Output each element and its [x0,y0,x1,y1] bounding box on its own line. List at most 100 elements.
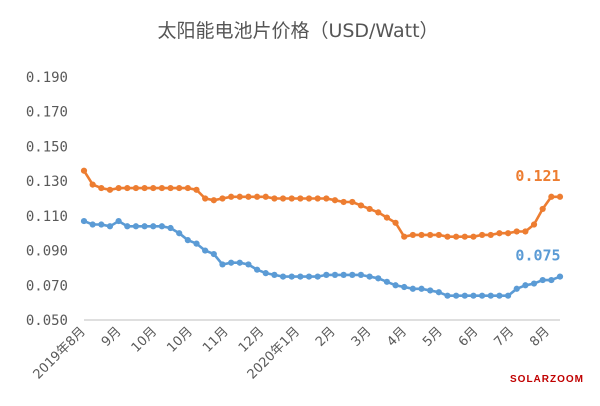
data-point [245,261,252,268]
data-point [124,184,131,192]
data-point [453,233,460,240]
x-tick-label: 5月 [420,324,446,350]
data-point [297,195,304,202]
data-point [487,231,494,239]
y-tick-label: 0.150 [26,139,68,155]
data-point [219,195,226,202]
data-point [513,285,520,292]
data-point [435,231,442,239]
y-axis: 0.190 0.170 0.150 0.130 0.110 0.090 0.070 0.050 [26,70,68,329]
data-point [253,193,261,200]
series-0: 0.121 [80,167,564,240]
data-point [435,289,442,296]
data-point [357,202,365,209]
data-point [427,287,434,294]
y-tick-label: 0.130 [26,174,68,190]
data-point [375,209,382,216]
data-point [184,184,191,192]
x-tick-label: 8月 [527,324,553,350]
data-point [366,205,373,213]
series-line [83,219,561,297]
data-point [80,217,88,225]
data-point [487,292,494,299]
data-point [383,214,391,221]
data-point [288,273,295,280]
data-point [158,223,165,230]
data-point [271,195,278,202]
data-point [202,247,209,254]
data-point [357,271,365,278]
data-point [305,195,313,202]
x-tick-label: 2月 [313,324,339,350]
data-point [210,250,217,258]
data-point [98,221,105,228]
data-point [297,273,304,280]
data-point [331,271,339,278]
data-point [305,273,313,280]
y-tick-label: 0.070 [26,278,68,294]
data-point [522,282,529,289]
data-point [556,273,564,280]
data-point [375,275,382,282]
y-tick-label: 0.090 [26,244,68,260]
data-point [262,270,269,277]
data-point [210,197,217,204]
data-point [548,276,555,284]
data-point [401,283,408,291]
data-point [124,223,131,230]
data-point [141,184,148,192]
data-point [366,273,373,280]
data-point [80,167,88,174]
data-point [228,193,235,200]
data-point [236,193,243,200]
data-point [331,197,339,204]
data-point [461,292,468,299]
chart-title: 太阳能电池片价格（USD/Watt） [157,20,438,42]
x-tick-label: 10月 [129,324,160,355]
data-point [184,237,191,244]
data-point [453,292,460,299]
data-point [228,259,235,266]
data-point [461,233,468,240]
data-point [98,184,105,192]
x-tick-label: 9月 [99,324,125,350]
data-point [245,193,252,200]
data-point [470,292,477,299]
data-point [340,198,347,206]
data-point [132,184,140,192]
x-tick-label: 10月 [164,324,195,355]
series-1: 0.075 [80,217,564,299]
data-point [539,276,546,284]
data-point [530,221,538,228]
watermark-logo: SOLARZOOM [510,374,584,385]
data-point [418,285,425,292]
data-point [279,195,287,202]
data-point [236,259,243,266]
data-point [427,231,434,239]
data-point [115,184,122,192]
data-point [150,184,157,192]
data-point [193,240,200,247]
data-point [106,223,114,230]
x-tick-label: 4月 [384,324,410,350]
data-point [530,280,538,287]
data-point [106,186,114,193]
data-point [219,261,226,268]
data-point [401,233,408,240]
x-tick-label: 3月 [349,324,375,350]
data-point [496,292,503,299]
x-tick-label: 2019年8月 [31,324,89,382]
data-point [141,223,148,230]
end-value-label: 0.075 [515,247,560,265]
data-point [176,230,183,237]
data-point [340,271,347,278]
data-point [349,271,356,278]
data-point [392,219,399,226]
y-tick-label: 0.190 [26,70,68,86]
data-point [253,266,261,273]
x-tick-label: 6月 [456,324,482,350]
data-point [314,195,321,202]
data-point [271,271,278,278]
